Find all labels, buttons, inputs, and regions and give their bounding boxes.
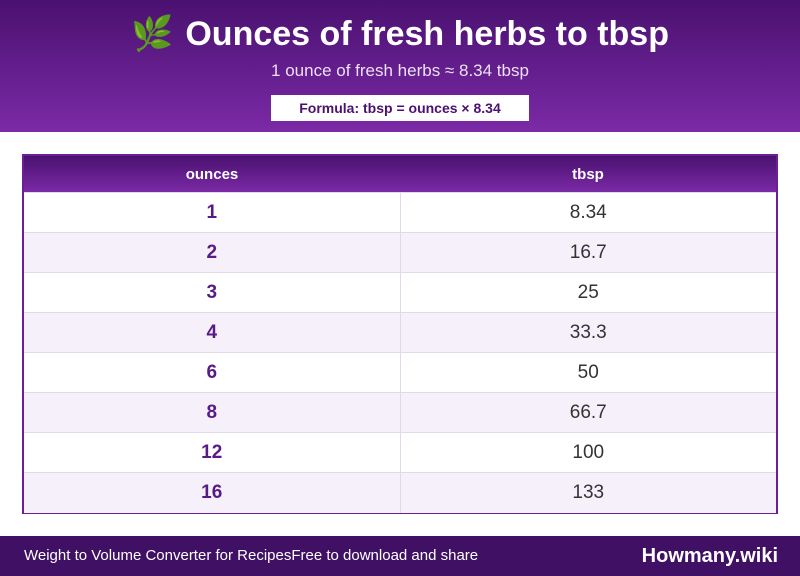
tbsp-cell: 16.7 (400, 232, 776, 273)
column-header-ounces: ounces (24, 156, 400, 193)
ounces-cell: 3 (24, 272, 401, 313)
title-text: Ounces of fresh herbs to tbsp (185, 15, 669, 53)
table-row: 1 8.34 (24, 192, 776, 233)
brand-logo-text: Howmany.wiki (641, 545, 778, 567)
page-subtitle: 1 ounce of fresh herbs ≈ 8.34 tbsp (271, 61, 529, 80)
ounces-cell: 2 (24, 232, 401, 273)
table-row: 4 33.3 (24, 312, 776, 353)
formula-badge: Formula: tbsp = ounces × 8.34 (271, 95, 529, 121)
ounces-cell: 8 (24, 392, 401, 433)
tbsp-cell: 100 (400, 432, 776, 473)
table-row: 16 133 (24, 472, 776, 513)
tbsp-cell: 33.3 (400, 312, 776, 353)
table-row: 12 100 (24, 432, 776, 473)
footer: Weight to Volume Converter for RecipesFr… (0, 536, 800, 576)
table-row: 3 25 (24, 272, 776, 313)
page-title: 🌿 Ounces of fresh herbs to tbsp (0, 12, 800, 56)
table-header-row: ounces tbsp (24, 156, 776, 193)
footer-description: Weight to Volume Converter for RecipesFr… (24, 547, 479, 564)
table-row: 2 16.7 (24, 232, 776, 273)
ounces-cell: 6 (24, 352, 401, 393)
tbsp-cell: 66.7 (400, 392, 776, 433)
ounces-cell: 1 (24, 192, 401, 233)
conversion-table: ounces tbsp 1 8.34 2 16.7 3 25 4 33.3 6 (22, 154, 778, 514)
herb-leaf-icon: 🌿 (131, 15, 174, 53)
table-row: 8 66.7 (24, 392, 776, 433)
tbsp-cell: 50 (400, 352, 776, 393)
column-header-tbsp: tbsp (400, 156, 776, 193)
tbsp-cell: 25 (400, 272, 776, 313)
ounces-cell: 16 (24, 472, 401, 513)
tbsp-cell: 8.34 (400, 192, 776, 233)
tbsp-cell: 133 (400, 472, 776, 513)
ounces-cell: 12 (24, 432, 401, 473)
table-row: 6 50 (24, 352, 776, 393)
header: 🌿 Ounces of fresh herbs to tbsp 1 ounce … (0, 0, 800, 132)
ounces-cell: 4 (24, 312, 401, 353)
